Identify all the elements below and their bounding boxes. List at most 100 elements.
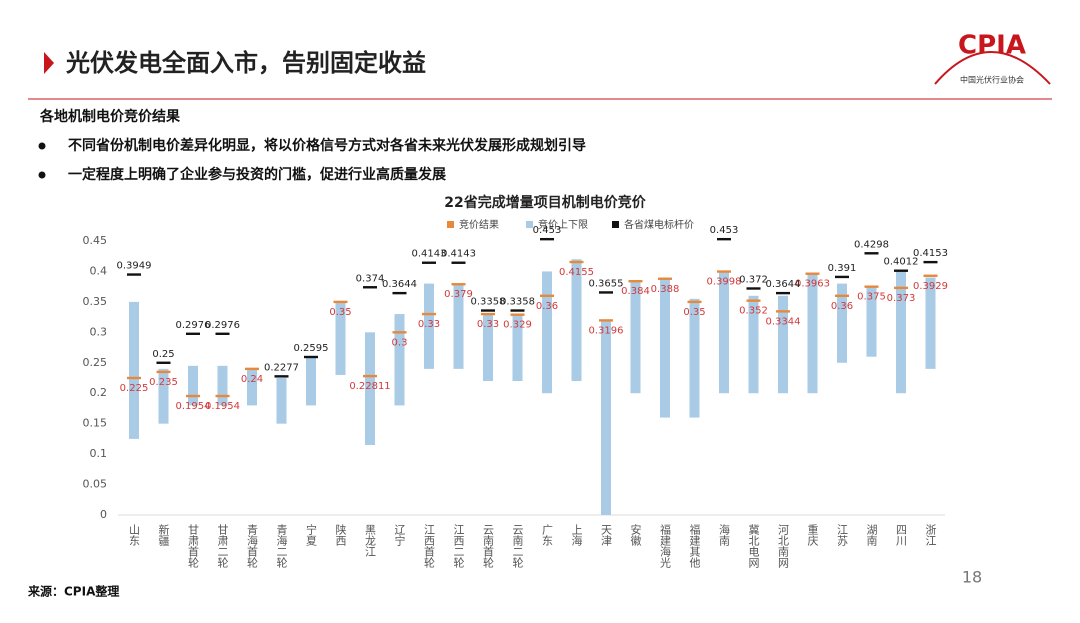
result-label: 0.329	[503, 320, 532, 331]
range-bar	[542, 271, 552, 394]
legend-label: 竞价上下限	[538, 218, 588, 231]
x-tick-label: 黑龙江	[364, 524, 377, 557]
range-bar	[129, 301, 139, 439]
result-mark	[923, 274, 938, 277]
result-label: 0.373	[887, 293, 916, 304]
benchmark-label: 0.453	[533, 225, 562, 236]
bullet: 不同省份机制电价差异化明显，将以价格信号方式对各省未来光伏发展形成规划引导	[68, 137, 586, 154]
benchmark-label: 0.2595	[294, 343, 329, 354]
x-tick-label: 辽宁	[393, 524, 406, 546]
result-label: 0.36	[536, 301, 558, 312]
benchmark-label: 0.25	[152, 349, 174, 360]
benchmark-label: 0.3655	[589, 278, 624, 289]
benchmark-mark	[363, 286, 377, 289]
result-label: 0.3344	[766, 316, 801, 327]
x-tick-label: 浙江	[924, 524, 937, 546]
benchmark-mark	[422, 261, 436, 264]
bullet-dot	[38, 142, 46, 150]
result-mark	[864, 285, 879, 288]
range-bar	[748, 295, 759, 394]
result-label: 0.388	[651, 284, 680, 295]
title-marker	[44, 52, 54, 74]
range-bar	[217, 365, 228, 406]
benchmark-mark	[510, 309, 525, 312]
benchmark-label: 0.4153	[913, 248, 948, 259]
y-tick-label: 0.2	[90, 386, 108, 399]
benchmark-label: 0.3358	[471, 297, 506, 308]
legend-label: 竞价结果	[459, 218, 499, 231]
result-label: 0.375	[857, 292, 886, 303]
result-mark	[156, 370, 171, 374]
range-bar	[807, 274, 818, 394]
x-tick-label: 福建海光	[659, 523, 672, 569]
result-mark	[186, 394, 200, 398]
result-mark	[422, 312, 436, 316]
result-mark	[245, 367, 259, 371]
page-number: 18	[962, 568, 982, 587]
benchmark-mark	[540, 237, 554, 241]
y-tick-label: 0.35	[83, 295, 108, 308]
benchmark-label: 0.3644	[766, 279, 801, 290]
logo-org: 中国光伏行业协会	[960, 75, 1024, 85]
source: 来源：CPIA整理	[27, 584, 119, 599]
result-mark	[569, 260, 584, 264]
benchmark-mark	[894, 269, 908, 272]
x-tick-label: 山东	[128, 524, 141, 546]
range-bar	[571, 259, 582, 382]
benchmark-label: 0.3644	[382, 279, 417, 290]
result-label: 0.24	[241, 374, 263, 385]
y-tick-label: 0.05	[83, 478, 108, 491]
range-bar	[483, 314, 493, 382]
range-bar	[778, 295, 788, 394]
range-bar	[866, 286, 877, 357]
benchmark-mark	[776, 291, 790, 295]
range-bar	[188, 365, 198, 406]
y-tick-label: 0.1	[90, 447, 108, 460]
x-tick-label: 冀北电网	[747, 523, 760, 569]
benchmark-mark	[156, 361, 171, 364]
x-tick-label: 云南二轮	[511, 524, 524, 568]
chart-title: 22省完成增量项目机制电价竞价	[444, 194, 646, 211]
range-bar	[925, 277, 936, 369]
range-bar	[394, 314, 405, 406]
range-bar	[512, 314, 523, 382]
x-tick-label: 陕西	[334, 523, 347, 546]
benchmark-mark	[274, 375, 289, 378]
x-tick-label: 福建其他	[688, 523, 701, 568]
result-mark	[894, 286, 908, 290]
result-label: 0.3929	[913, 281, 948, 292]
result-mark	[392, 331, 407, 334]
range-bar	[630, 280, 641, 394]
x-tick-label: 上海	[570, 524, 583, 547]
benchmark-mark	[451, 261, 466, 264]
y-tick-label: 0	[100, 508, 107, 521]
x-tick-label: 四川	[895, 524, 908, 546]
benchmark-label: 0.374	[356, 273, 385, 284]
x-tick-label: 河北南网	[777, 524, 790, 569]
benchmark-label: 0.4143	[441, 249, 476, 260]
benchmark-label: 0.2277	[264, 362, 299, 373]
benchmark-label: 0.3949	[117, 261, 152, 272]
legend-swatch	[447, 221, 454, 228]
benchmark-mark	[304, 355, 318, 359]
result-label: 0.3196	[589, 325, 624, 336]
result-mark	[717, 270, 731, 273]
range-bar	[306, 356, 316, 406]
benchmark-mark	[215, 332, 230, 335]
slide-title: 光伏发电全面入市，告别固定收益	[65, 49, 426, 77]
x-tick-label: 天津	[600, 524, 613, 546]
x-tick-label: 青海首轮	[246, 524, 259, 568]
result-mark	[687, 300, 702, 304]
result-label: 0.35	[683, 307, 705, 318]
range-bar	[660, 277, 670, 418]
result-label: 0.379	[444, 289, 473, 300]
benchmark-mark	[864, 252, 879, 255]
result-label: 0.235	[149, 377, 178, 388]
range-bar	[601, 320, 611, 515]
benchmark-label: 0.372	[739, 274, 768, 285]
benchmark-label: 0.4298	[854, 239, 889, 250]
y-tick-label: 0.45	[83, 234, 108, 247]
bullet-dot	[38, 171, 46, 179]
x-tick-label: 云南首轮	[482, 524, 495, 568]
